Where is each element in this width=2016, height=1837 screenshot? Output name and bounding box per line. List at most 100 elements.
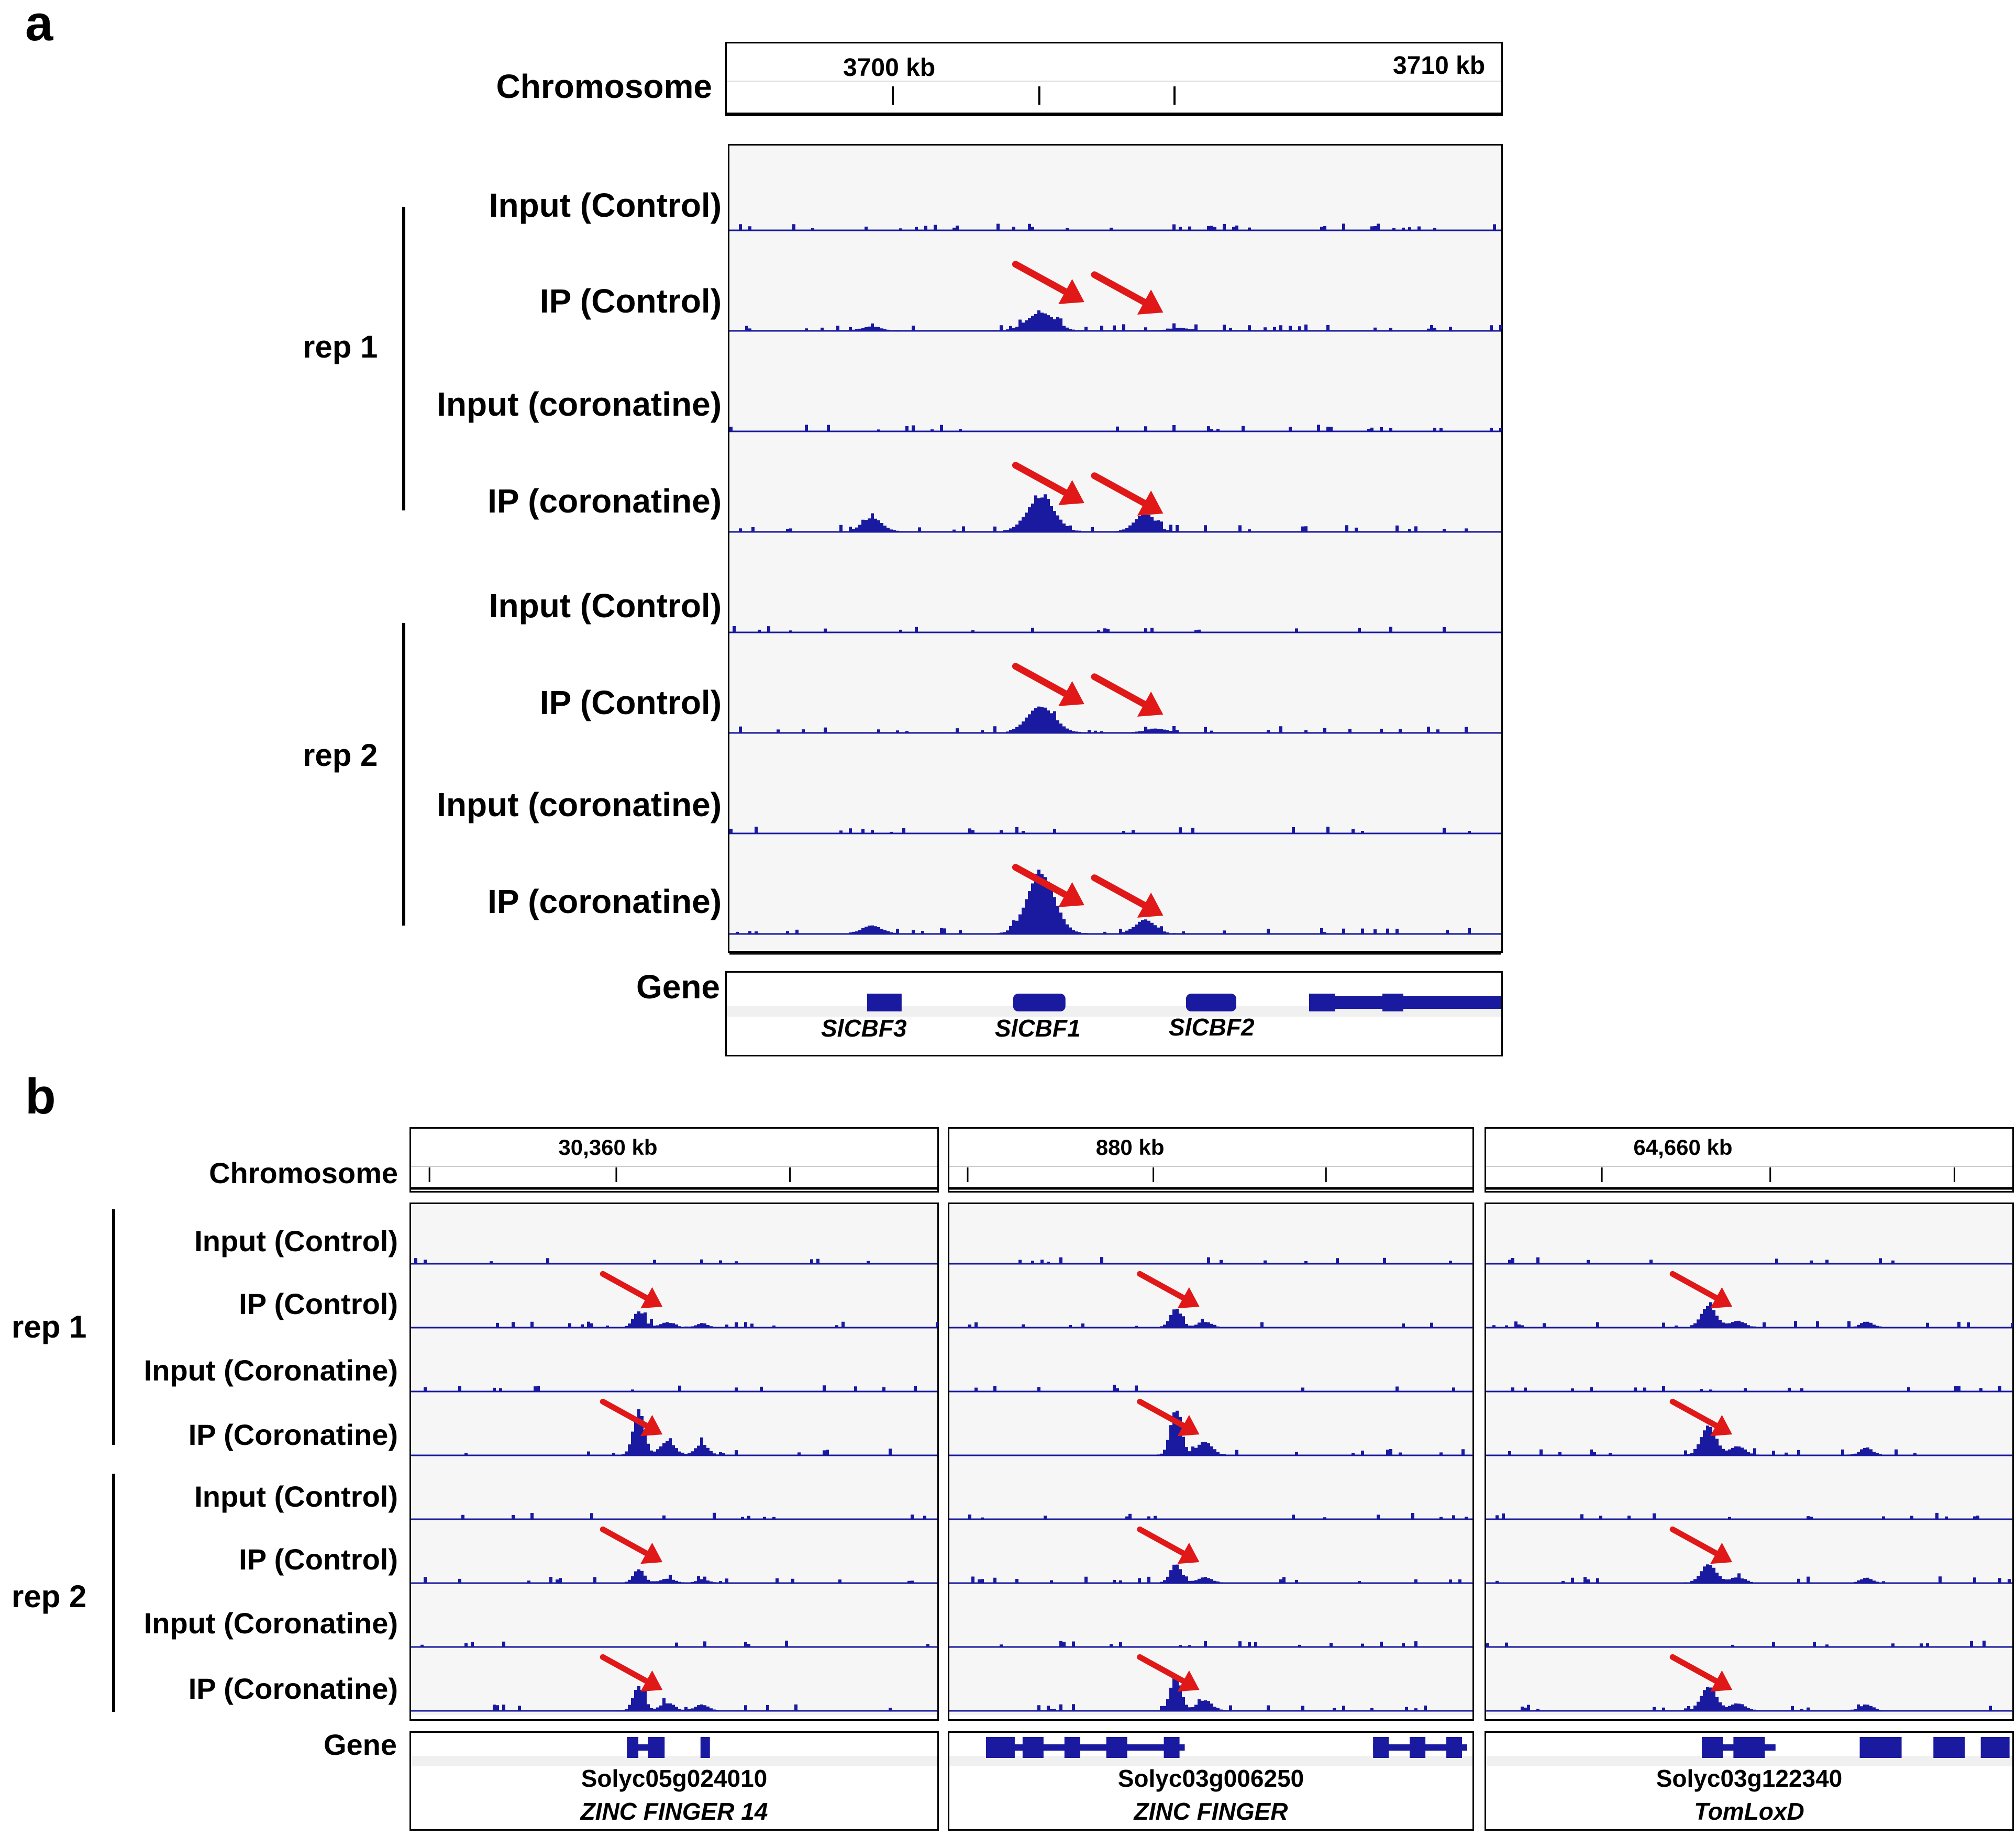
tick-label-b-3: 64,660 kb xyxy=(1633,1135,1733,1160)
track-bg-b-2-2 xyxy=(949,1268,1472,1332)
gene-exon-b-3-3 xyxy=(1859,1737,1902,1758)
arrow-a-6-1-shaft xyxy=(1012,663,1069,697)
arrow-a-2-1-shaft xyxy=(1012,261,1069,295)
arrow-b-3-4-shaft xyxy=(1669,1398,1719,1429)
gene-exon-b-2-1 xyxy=(985,1737,1015,1758)
gene-id-b-2: Solyc03g006250 xyxy=(1117,1765,1304,1792)
gene-label-a: Gene xyxy=(636,968,720,1006)
tick-label-3710: 3710 kb xyxy=(1393,52,1486,80)
arrow-b-3-2-shaft xyxy=(1669,1271,1719,1301)
arrow-a-8-2-head xyxy=(1137,893,1164,918)
track-label-a-6: IP (Control) xyxy=(539,684,722,721)
track-bg-b-1-5 xyxy=(411,1460,937,1523)
chromosome-label-a: Chromosome xyxy=(496,68,713,105)
gene-body-slcbf3 xyxy=(867,994,902,1011)
track-bg-b-2-3 xyxy=(949,1332,1472,1396)
track-bg-b-3-5 xyxy=(1486,1460,2012,1523)
gene-exon-partial-2 xyxy=(1382,994,1403,1011)
track-bg-b-1-8 xyxy=(411,1651,937,1715)
signal-b-2-8 xyxy=(949,1676,1474,1711)
track-bg-b-2-6 xyxy=(949,1523,1472,1587)
gene-exon-b-3-5 xyxy=(1980,1737,2010,1758)
arrow-b-1-6-shaft xyxy=(600,1526,649,1556)
track-bg-b-1-3 xyxy=(411,1332,937,1396)
signal-b-3-5 xyxy=(1486,1512,2014,1519)
track-bg-b-1-6 xyxy=(411,1523,937,1587)
rep-bracket-b-1 xyxy=(112,1209,115,1445)
track-bg-b-2-5 xyxy=(949,1460,1472,1523)
gene-label-b: Gene xyxy=(323,1728,397,1761)
arrow-a-4-1-shaft xyxy=(1012,462,1069,496)
arrow-a-6-2-shaft xyxy=(1091,673,1148,708)
arrow-a-2-1-head xyxy=(1058,279,1084,304)
gene-symbol-b-2: ZINC FINGER xyxy=(1134,1798,1288,1825)
gene-exon-b-3-4 xyxy=(1933,1737,1965,1758)
signal-b-1-6 xyxy=(411,1569,939,1583)
arrow-b-1-8-shaft xyxy=(600,1654,649,1684)
track-bg-a-7 xyxy=(729,749,1501,849)
track-bg-b-3-3 xyxy=(1486,1332,2012,1396)
gene-exon-b-2-6 xyxy=(1373,1737,1389,1758)
rep-label-b-2: rep 2 xyxy=(12,1579,87,1614)
track-label-a-8: IP (coronatine) xyxy=(488,883,722,920)
arrow-b-3-6-head xyxy=(1710,1542,1733,1564)
track-label-b-4: IP (Coronatine) xyxy=(188,1418,398,1451)
track-bg-b-3-2 xyxy=(1486,1268,2012,1332)
gene-exon-b-3-1 xyxy=(1702,1737,1723,1758)
arrow-b-1-6-head xyxy=(640,1542,663,1564)
track-bg-a-6 xyxy=(729,648,1501,749)
arrow-b-1-4-shaft xyxy=(600,1398,649,1429)
track-label-b-2: IP (Control) xyxy=(239,1287,398,1320)
track-bg-b-1-2 xyxy=(411,1268,937,1332)
track-label-a-1: Input (Control) xyxy=(489,186,722,224)
rep-bracket-a-2 xyxy=(402,623,405,926)
arrow-a-4-1-head xyxy=(1058,480,1084,505)
gene-track-guide-b-1 xyxy=(411,1756,937,1766)
track-label-a-2: IP (Control) xyxy=(539,282,722,320)
chromosome-label-b: Chromosome xyxy=(209,1156,398,1189)
rep-label-a-1: rep 1 xyxy=(303,329,378,364)
gene-intron-b-2-1 xyxy=(985,1744,1122,1751)
panel-label-a: a xyxy=(25,0,53,51)
gene-exon-b-2-5 xyxy=(1164,1737,1180,1758)
arrow-b-2-4-shaft xyxy=(1137,1398,1187,1429)
arrow-b-3-2-head xyxy=(1710,1287,1733,1309)
gene-name-slcbf1: SlCBF1 xyxy=(995,1015,1081,1042)
gene-exon-b-1-1 xyxy=(627,1737,639,1758)
signal-b-1-4 xyxy=(411,1409,939,1455)
signal-a-3 xyxy=(729,425,1502,431)
track-label-a-4: IP (coronatine) xyxy=(488,482,722,520)
arrow-b-1-2-shaft xyxy=(600,1271,649,1301)
signal-b-1-7 xyxy=(411,1640,939,1647)
gene-track-guide-b-2 xyxy=(949,1756,1472,1766)
arrow-b-2-8-head xyxy=(1177,1670,1200,1692)
signal-b-2-6 xyxy=(949,1564,1474,1583)
arrow-a-6-2-head xyxy=(1137,692,1164,717)
track-bg-b-2-1 xyxy=(949,1204,1472,1268)
chromosome-ruler-b-1 xyxy=(409,1127,939,1193)
signal-b-3-1 xyxy=(1486,1257,2014,1264)
gene-exon-b-1-2 xyxy=(648,1737,665,1758)
gene-name-slcbf2: SlCBF2 xyxy=(1169,1014,1255,1041)
tick-label-3700: 3700 kb xyxy=(843,54,936,82)
arrow-b-2-2-shaft xyxy=(1137,1271,1187,1301)
arrow-b-2-6-head xyxy=(1177,1542,1200,1564)
rep-bracket-a-1 xyxy=(402,207,405,510)
arrow-b-3-8-shaft xyxy=(1669,1654,1719,1684)
gene-track-b-1 xyxy=(409,1731,939,1831)
arrow-a-4-2-shaft xyxy=(1091,472,1148,507)
track-label-b-6: IP (Control) xyxy=(239,1543,398,1576)
signal-b-1-8 xyxy=(411,1686,939,1711)
track-label-b-5: Input (Control) xyxy=(194,1480,398,1513)
chromosome-ruler-b-3 xyxy=(1485,1127,2014,1193)
gene-exon-b-2-3 xyxy=(1064,1737,1080,1758)
gene-body-slcbf2 xyxy=(1186,994,1236,1011)
arrow-a-8-1-shaft xyxy=(1012,864,1069,898)
track-bg-b-3-7 xyxy=(1486,1587,2012,1651)
gene-symbol-b-1: ZINC FINGER 14 xyxy=(580,1798,768,1825)
arrow-b-2-6-shaft xyxy=(1137,1526,1187,1556)
gene-exon-b-2-2 xyxy=(1022,1737,1044,1758)
arrow-a-8-2-shaft xyxy=(1091,874,1148,909)
arrow-b-2-2-head xyxy=(1177,1287,1200,1309)
gene-symbol-b-3: TomLoxD xyxy=(1694,1798,1804,1825)
